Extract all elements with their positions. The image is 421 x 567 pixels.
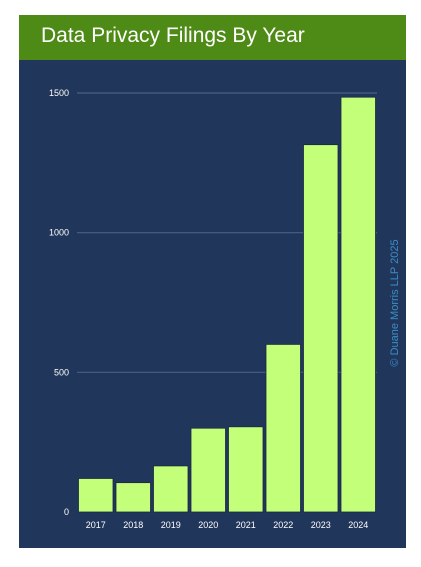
- bar-2018: [115, 482, 151, 513]
- x-tick-label-2017: 2017: [86, 520, 106, 530]
- bar-2021: [228, 426, 264, 513]
- chart-card: Data Privacy Filings By Year 0 500 1000 150…: [19, 15, 406, 548]
- x-tick-label-2021: 2021: [236, 520, 256, 530]
- x-tick-label-2023: 2023: [311, 520, 331, 530]
- y-tick-label-1500: 1500: [49, 88, 69, 98]
- x-tick-label-2024: 2024: [348, 520, 368, 530]
- x-tick-label-2018: 2018: [123, 520, 143, 530]
- x-tick-label-2020: 2020: [198, 520, 218, 530]
- bar-2020: [190, 427, 226, 513]
- bar-2017: [78, 478, 114, 513]
- copyright-watermark: © Duane Morris LLP 2025: [389, 239, 401, 367]
- bar-2024: [340, 96, 376, 513]
- x-tick-label-2022: 2022: [273, 520, 293, 530]
- chart-title: Data Privacy Filings By Year: [41, 24, 305, 47]
- y-tick-label-500: 500: [54, 367, 69, 377]
- bar-chart: 0 500 1000 1500 2017 2018 2019 2020 2021 2022 2023…: [49, 88, 377, 530]
- title-bar: Data Privacy Filings By Year: [19, 15, 406, 60]
- y-tick-label-0: 0: [64, 507, 69, 517]
- bar-2019: [153, 465, 189, 513]
- x-tick-label-2019: 2019: [161, 520, 181, 530]
- bar-2023: [303, 144, 339, 513]
- y-tick-label-1000: 1000: [49, 228, 69, 238]
- bar-2022: [265, 343, 301, 513]
